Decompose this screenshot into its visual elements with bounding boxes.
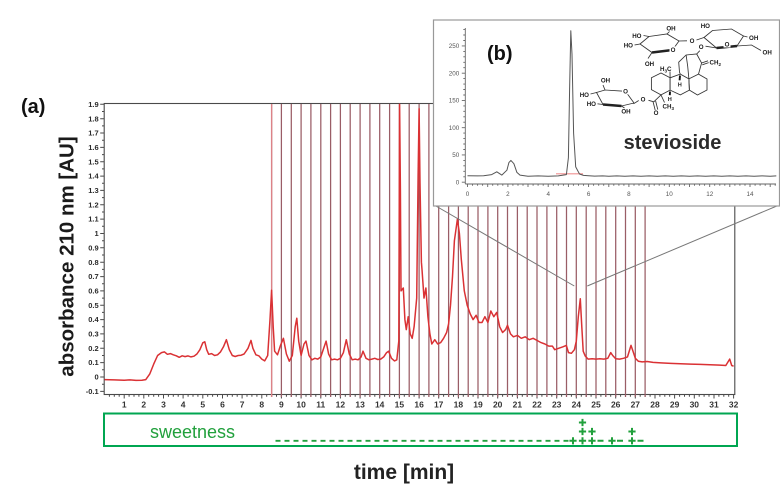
svg-text:12: 12 bbox=[706, 191, 714, 198]
svg-text:25: 25 bbox=[591, 399, 601, 409]
svg-text:O: O bbox=[641, 97, 646, 104]
svg-text:(b): (b) bbox=[487, 43, 513, 65]
svg-text:OH: OH bbox=[666, 26, 676, 33]
svg-text:0.2: 0.2 bbox=[88, 344, 98, 353]
svg-text:18: 18 bbox=[454, 399, 464, 409]
svg-text:0.5: 0.5 bbox=[88, 301, 98, 310]
svg-text:28: 28 bbox=[650, 399, 660, 409]
svg-text:21: 21 bbox=[513, 399, 523, 409]
svg-text:H: H bbox=[678, 82, 682, 88]
svg-text:1.2: 1.2 bbox=[88, 200, 98, 209]
svg-text:7: 7 bbox=[240, 399, 245, 409]
svg-text:1.1: 1.1 bbox=[88, 215, 98, 224]
svg-text:O: O bbox=[690, 38, 695, 45]
svg-text:1: 1 bbox=[122, 399, 127, 409]
svg-text:0: 0 bbox=[95, 373, 99, 382]
svg-text:15: 15 bbox=[395, 399, 405, 409]
svg-text:CH2: CH2 bbox=[710, 60, 722, 67]
svg-text:12: 12 bbox=[336, 399, 346, 409]
svg-text:22: 22 bbox=[532, 399, 542, 409]
svg-text:0: 0 bbox=[466, 191, 470, 198]
svg-text:3: 3 bbox=[161, 399, 166, 409]
svg-text:0.3: 0.3 bbox=[88, 330, 98, 339]
svg-text:24: 24 bbox=[572, 399, 582, 409]
svg-text:time [min]: time [min] bbox=[354, 461, 454, 484]
svg-text:stevioside: stevioside bbox=[624, 132, 722, 154]
svg-text:HO: HO bbox=[632, 33, 641, 40]
svg-text:CH3: CH3 bbox=[663, 104, 675, 111]
svg-text:O: O bbox=[623, 88, 628, 95]
svg-text:13: 13 bbox=[355, 399, 365, 409]
svg-text:1: 1 bbox=[95, 229, 99, 238]
svg-text:absorbance 210 nm [AU]: absorbance 210 nm [AU] bbox=[56, 136, 79, 376]
svg-text:HO: HO bbox=[624, 43, 633, 50]
svg-text:200: 200 bbox=[449, 70, 460, 77]
svg-text:32: 32 bbox=[729, 399, 739, 409]
svg-text:6: 6 bbox=[587, 191, 591, 198]
svg-text:50: 50 bbox=[452, 152, 460, 159]
svg-text:30: 30 bbox=[690, 399, 700, 409]
svg-text:29: 29 bbox=[670, 399, 680, 409]
svg-text:sweetness: sweetness bbox=[150, 422, 235, 442]
svg-text:HO: HO bbox=[701, 23, 710, 30]
svg-text:5: 5 bbox=[200, 399, 205, 409]
svg-text:2: 2 bbox=[141, 399, 146, 409]
svg-text:O: O bbox=[654, 110, 659, 117]
svg-text:1.7: 1.7 bbox=[88, 129, 98, 138]
svg-text:14: 14 bbox=[375, 399, 385, 409]
svg-text:1.4: 1.4 bbox=[88, 172, 99, 181]
svg-text:HO: HO bbox=[587, 101, 596, 108]
svg-text:10: 10 bbox=[666, 191, 674, 198]
svg-text:150: 150 bbox=[449, 98, 460, 105]
svg-text:1.9: 1.9 bbox=[88, 100, 98, 109]
svg-text:10: 10 bbox=[296, 399, 306, 409]
svg-text:6: 6 bbox=[220, 399, 225, 409]
svg-text:26: 26 bbox=[611, 399, 621, 409]
svg-text:0.8: 0.8 bbox=[88, 258, 98, 267]
svg-text:OH: OH bbox=[763, 50, 773, 57]
svg-text:8: 8 bbox=[259, 399, 264, 409]
svg-text:100: 100 bbox=[449, 125, 460, 132]
svg-text:(a): (a) bbox=[21, 96, 45, 118]
svg-text:20: 20 bbox=[493, 399, 503, 409]
svg-text:OH: OH bbox=[749, 35, 759, 42]
svg-text:16: 16 bbox=[414, 399, 424, 409]
svg-text:1.8: 1.8 bbox=[88, 114, 98, 123]
svg-text:HO: HO bbox=[580, 92, 589, 99]
svg-text:14: 14 bbox=[746, 191, 754, 198]
svg-text:2: 2 bbox=[506, 191, 510, 198]
svg-text:31: 31 bbox=[709, 399, 719, 409]
svg-text:-0.1: -0.1 bbox=[86, 387, 99, 396]
svg-text:4: 4 bbox=[181, 399, 186, 409]
svg-text:O: O bbox=[725, 42, 730, 49]
svg-text:OH: OH bbox=[621, 109, 631, 116]
svg-text:0.4: 0.4 bbox=[88, 315, 99, 324]
svg-text:1.3: 1.3 bbox=[88, 186, 98, 195]
svg-text:O: O bbox=[671, 47, 676, 54]
svg-text:23: 23 bbox=[552, 399, 562, 409]
svg-text:0.7: 0.7 bbox=[88, 272, 98, 281]
svg-text:0.9: 0.9 bbox=[88, 243, 98, 252]
svg-text:4: 4 bbox=[546, 191, 550, 198]
svg-text:OH: OH bbox=[601, 78, 611, 85]
svg-text:H: H bbox=[668, 97, 672, 103]
svg-text:OH: OH bbox=[645, 61, 655, 68]
svg-text:1.5: 1.5 bbox=[88, 157, 98, 166]
svg-text:19: 19 bbox=[473, 399, 483, 409]
svg-text:17: 17 bbox=[434, 399, 444, 409]
svg-text:0.6: 0.6 bbox=[88, 287, 98, 296]
svg-text:0.1: 0.1 bbox=[88, 358, 98, 367]
svg-text:27: 27 bbox=[631, 399, 641, 409]
svg-text:250: 250 bbox=[449, 43, 460, 50]
svg-text:11: 11 bbox=[316, 399, 325, 409]
svg-text:9: 9 bbox=[279, 399, 284, 409]
svg-text:8: 8 bbox=[627, 191, 631, 198]
svg-text:H3C: H3C bbox=[660, 66, 672, 73]
svg-text:1.6: 1.6 bbox=[88, 143, 98, 152]
svg-text:0: 0 bbox=[456, 179, 460, 186]
svg-text:O: O bbox=[699, 44, 704, 51]
